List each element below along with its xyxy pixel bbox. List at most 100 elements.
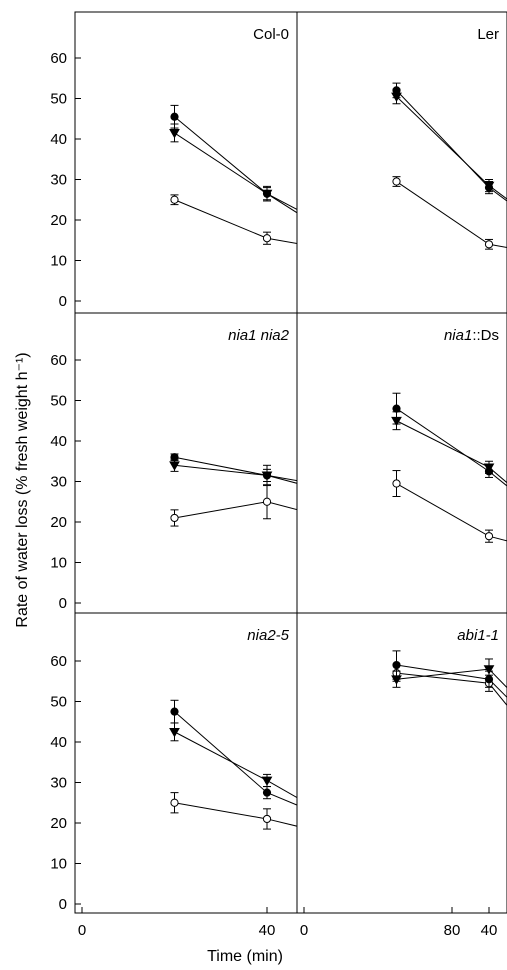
panel-title: nia1::Ds	[444, 327, 499, 344]
y-tick-label: 10	[50, 856, 67, 873]
data-point	[355, 496, 364, 504]
data-point	[356, 249, 363, 256]
plot-area	[391, 392, 507, 543]
series-open-circle	[170, 792, 456, 849]
x-tick-label: 80	[444, 922, 461, 939]
error-bar	[448, 244, 456, 256]
series-filled-triangle	[169, 123, 457, 256]
series-line	[396, 664, 507, 699]
error-bar	[448, 252, 456, 262]
y-tick-label: 0	[59, 595, 67, 612]
error-bar	[356, 236, 364, 248]
panel-title: Ler	[477, 26, 499, 43]
panel-5: nia2-5	[74, 612, 456, 914]
error-bar	[448, 522, 456, 530]
series-line	[174, 456, 297, 482]
y-tick-label: 30	[50, 775, 67, 792]
y-tick-label: 50	[50, 91, 67, 108]
panel-1: Col-0	[74, 11, 457, 314]
series-line	[174, 802, 297, 827]
data-point	[262, 497, 272, 506]
error-bar	[356, 837, 364, 845]
data-point	[261, 776, 273, 786]
data-point	[355, 830, 364, 838]
y-tick-label: 10	[50, 555, 67, 572]
panel-frame	[296, 312, 507, 614]
data-point	[170, 112, 179, 121]
y-tick-label: 0	[59, 293, 67, 310]
series-filled-triangle	[391, 411, 507, 484]
error-bar	[448, 841, 456, 849]
y-tick-labels: 0 10 20 30 40 50 60 0 10 20 30 40 50 60 0 10 20 30 40 50 60	[50, 50, 67, 913]
series-filled-circle	[170, 104, 456, 260]
data-point	[448, 842, 455, 849]
series-line	[174, 711, 297, 806]
series-line	[396, 420, 507, 484]
series-filled-circle	[392, 392, 507, 487]
data-point	[169, 129, 180, 139]
series-line	[396, 408, 507, 487]
y-tick-label: 40	[50, 734, 67, 751]
data-point	[170, 513, 179, 523]
data-point	[448, 522, 455, 529]
panel-frame	[74, 11, 298, 314]
data-point	[484, 467, 494, 476]
y-tick-label: 0	[59, 896, 67, 913]
series-filled-triangle	[169, 458, 457, 535]
error-bar	[356, 519, 364, 534]
data-point	[262, 788, 272, 797]
y-tick-label: 30	[50, 474, 67, 491]
series-filled-circle	[392, 650, 507, 699]
x-axis-title: Time (min)	[207, 948, 283, 965]
panel-6: abi1-1	[296, 612, 507, 914]
data-point	[483, 665, 495, 675]
y-tick-label: 20	[50, 212, 67, 229]
panel-frame	[296, 612, 507, 914]
panel-title: Col-0	[253, 26, 289, 43]
error-bar	[356, 828, 364, 838]
series-line	[396, 668, 507, 689]
series-line	[396, 672, 507, 707]
series-line	[174, 116, 297, 214]
data-point	[392, 177, 401, 186]
data-point	[392, 404, 401, 413]
error-bar	[448, 525, 456, 535]
error-bar	[356, 488, 364, 496]
plot-area	[169, 453, 457, 535]
y-tick-label: 50	[50, 694, 67, 711]
series-line	[396, 181, 507, 248]
panel-frame	[296, 11, 507, 314]
data-point	[170, 707, 179, 716]
panel-frame	[74, 612, 298, 914]
series-line	[174, 199, 297, 244]
panel-2: Ler	[296, 11, 507, 314]
y-tick-label: 40	[50, 131, 67, 148]
panel-frame	[74, 312, 298, 614]
data-point	[484, 675, 494, 684]
x-tick-label: 0	[300, 922, 308, 939]
data-point	[169, 728, 180, 738]
series-filled-triangle	[391, 658, 507, 689]
data-point	[170, 798, 179, 807]
plot-area	[169, 104, 457, 262]
panel-3: nia1 nia2	[74, 312, 457, 614]
data-point	[392, 86, 401, 95]
data-point	[448, 527, 457, 535]
data-point	[170, 195, 179, 204]
series-open-circle	[170, 194, 456, 262]
panel-title: nia2-5	[247, 627, 289, 644]
error-bar	[356, 250, 364, 258]
data-point	[484, 183, 494, 192]
series-line	[174, 731, 297, 799]
data-point	[484, 532, 494, 541]
data-point	[169, 461, 180, 471]
data-point	[356, 251, 363, 258]
data-point	[448, 247, 457, 255]
panel-title: abi1-1	[457, 627, 499, 644]
y-tick-label: 10	[50, 253, 67, 270]
series-line	[174, 464, 297, 484]
series-filled-circle	[392, 82, 507, 202]
plot-area	[169, 699, 456, 849]
error-bar	[448, 249, 456, 260]
